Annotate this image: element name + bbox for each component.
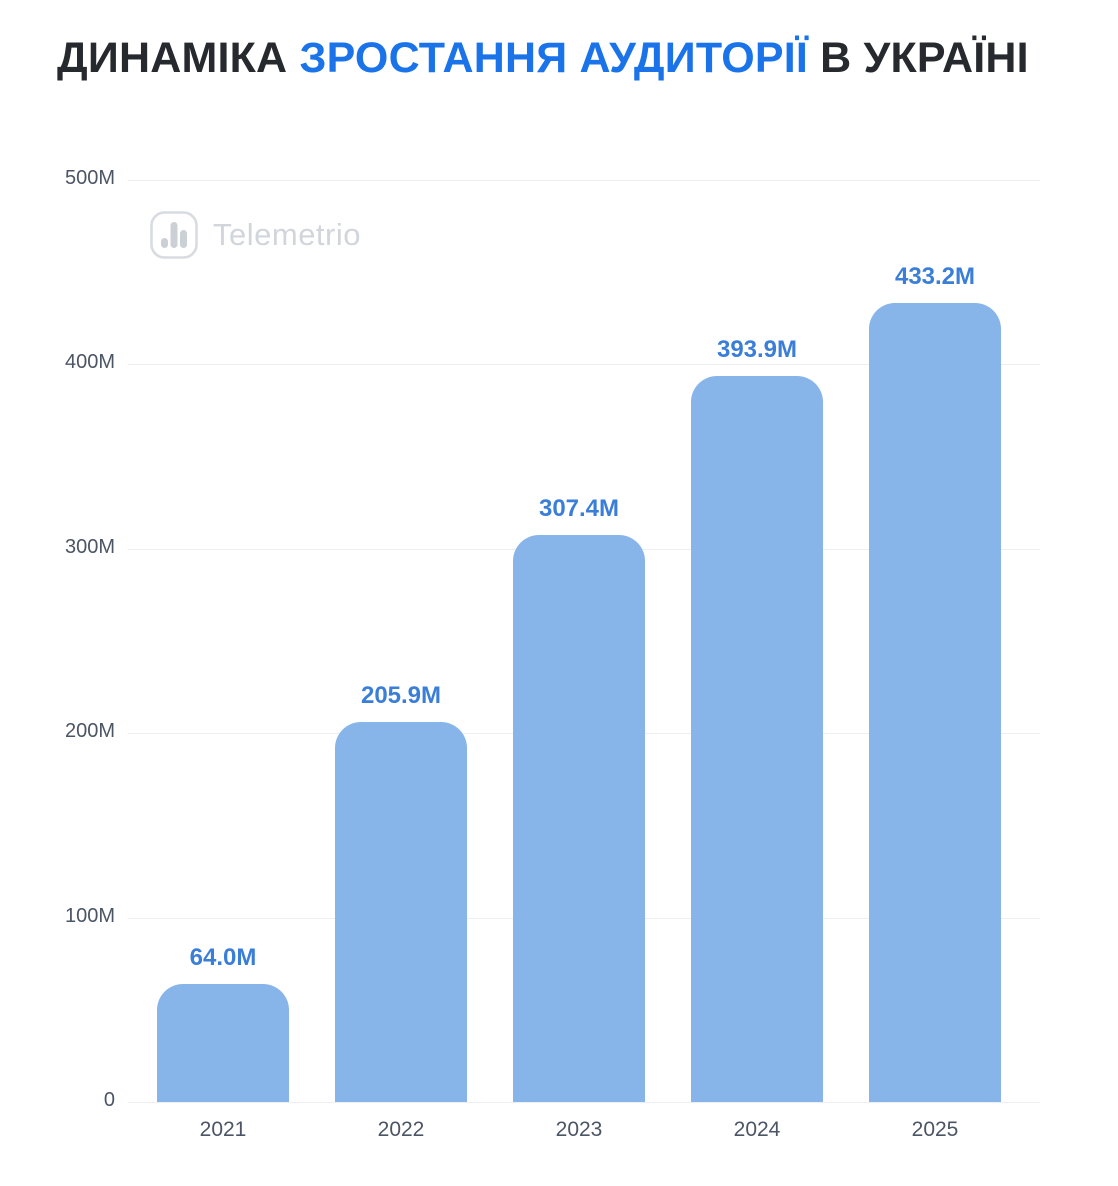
gridline (128, 364, 1040, 366)
bar-value-label: 307.4M (538, 495, 620, 523)
bar-2024 (691, 375, 823, 1102)
gridline (128, 1102, 1040, 1103)
bar-2025 (869, 303, 1001, 1102)
bar-2022 (335, 722, 467, 1102)
title-text: ДИНАМІКА (57, 34, 300, 82)
bar-2023 (513, 535, 645, 1102)
x-axis-tick-label: 2025 (911, 1118, 959, 1141)
x-axis-tick-label: 2021 (199, 1118, 247, 1141)
y-axis-tick-label: 300M (64, 535, 115, 558)
x-axis-tick-label: 2024 (733, 1118, 781, 1141)
bar-value-label: 393.9M (716, 335, 798, 363)
y-axis-tick-label: 100M (64, 904, 115, 927)
brand-name: Telemetrio (213, 217, 361, 252)
bar-chart-icon (150, 211, 198, 259)
title-accent-text: ЗРОСТАННЯ АУДИТОРІЇ (299, 34, 808, 82)
y-axis-tick-label: 200M (64, 720, 115, 743)
brand-watermark: Telemetrio (150, 211, 361, 259)
y-axis-tick-label: 0 (103, 1089, 115, 1111)
x-axis-tick-label: 2023 (555, 1118, 603, 1141)
gridline (128, 180, 1040, 181)
bar-value-label: 433.2M (894, 263, 976, 291)
bar-value-label: 205.9M (360, 682, 442, 710)
y-axis-tick-label: 500M (64, 167, 115, 189)
page-title: ДИНАМІКА ЗРОСТАННЯ АУДИТОРІЇ В УКРАЇНІ (57, 34, 1077, 83)
bar-value-label: 64.0M (189, 943, 257, 971)
bar-2021 (157, 983, 289, 1102)
title-text: В УКРАЇНІ (807, 34, 1029, 82)
y-axis-tick-label: 400M (64, 351, 115, 374)
x-axis-tick-label: 2022 (377, 1118, 425, 1141)
